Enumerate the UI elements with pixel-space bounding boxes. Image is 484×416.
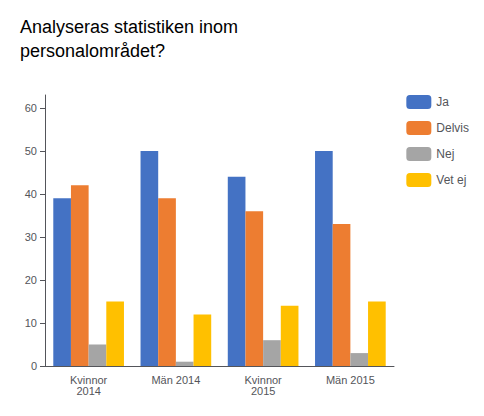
svg-text:40: 40 [25,188,37,200]
svg-text:0: 0 [31,360,37,372]
svg-text:Män 2015: Män 2015 [326,374,375,386]
svg-text:Nej: Nej [436,147,454,161]
svg-text:10: 10 [25,317,37,329]
svg-text:30: 30 [25,231,37,243]
svg-text:2014: 2014 [76,385,100,397]
svg-text:Analyseras statistiken inom: Analyseras statistiken inom [20,17,238,37]
svg-text:Kvinnor: Kvinnor [244,373,282,386]
svg-text:2015: 2015 [251,385,275,397]
svg-text:60: 60 [25,102,37,114]
svg-text:Kvinnor: Kvinnor [70,373,108,386]
svg-text:Män 2014: Män 2014 [151,374,200,386]
svg-text:20: 20 [25,274,37,286]
svg-text:personalområdet?: personalområdet? [20,41,165,61]
svg-text:Ja: Ja [436,95,449,109]
svg-text:Delvis: Delvis [436,121,469,135]
svg-text:Vet ej: Vet ej [436,173,466,187]
svg-text:50: 50 [25,145,37,157]
